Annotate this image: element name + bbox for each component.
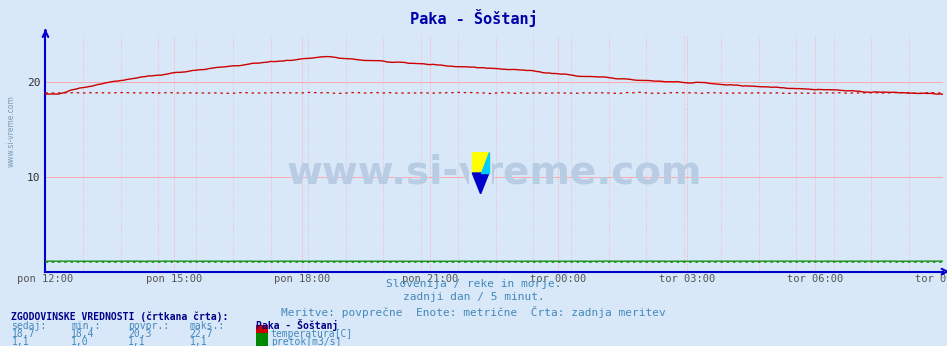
Polygon shape (473, 173, 489, 194)
Text: povpr.:: povpr.: (128, 321, 169, 331)
Text: pretok[m3/s]: pretok[m3/s] (271, 337, 341, 346)
Text: min.:: min.: (71, 321, 100, 331)
Text: www.si-vreme.com: www.si-vreme.com (7, 95, 16, 167)
Text: Meritve: povprečne  Enote: metrične  Črta: zadnja meritev: Meritve: povprečne Enote: metrične Črta:… (281, 306, 666, 318)
Text: 18,7: 18,7 (11, 329, 35, 339)
Text: 22,7: 22,7 (189, 329, 213, 339)
Text: ZGODOVINSKE VREDNOSTI (črtkana črta):: ZGODOVINSKE VREDNOSTI (črtkana črta): (11, 311, 229, 322)
Text: Paka - Šoštanj: Paka - Šoštanj (256, 319, 338, 331)
Text: temperatura[C]: temperatura[C] (271, 329, 353, 339)
Text: 20,3: 20,3 (128, 329, 152, 339)
Text: sedaj:: sedaj: (11, 321, 46, 331)
Text: www.si-vreme.com: www.si-vreme.com (287, 153, 702, 191)
Polygon shape (473, 152, 489, 173)
Polygon shape (481, 152, 489, 173)
Text: zadnji dan / 5 minut.: zadnji dan / 5 minut. (402, 292, 545, 302)
Text: 1,1: 1,1 (189, 337, 207, 346)
Text: 1,1: 1,1 (128, 337, 146, 346)
Text: maks.:: maks.: (189, 321, 224, 331)
Polygon shape (473, 152, 489, 173)
Text: 1,1: 1,1 (11, 337, 29, 346)
Text: 18,4: 18,4 (71, 329, 95, 339)
Text: Slovenija / reke in morje.: Slovenija / reke in morje. (385, 279, 562, 289)
Text: 1,0: 1,0 (71, 337, 89, 346)
Text: Paka - Šoštanj: Paka - Šoštanj (410, 9, 537, 27)
